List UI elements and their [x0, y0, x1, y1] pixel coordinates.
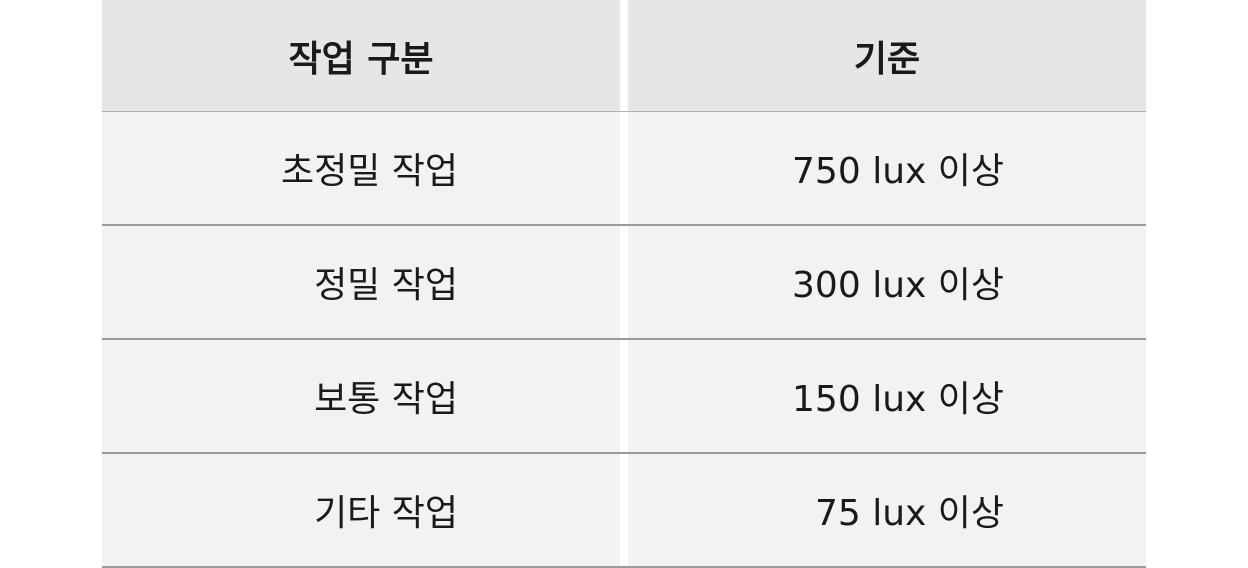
standard-cell: 75 lux 이상	[628, 454, 1146, 566]
standard-cell: 750 lux 이상	[628, 112, 1146, 224]
task-cell: 초정밀 작업	[102, 112, 620, 224]
table-row: 기타 작업 75 lux 이상	[102, 454, 1146, 568]
standard-cell: 150 lux 이상	[628, 340, 1146, 452]
table-row: 보통 작업 150 lux 이상	[102, 340, 1146, 454]
header-task-type: 작업 구분	[102, 0, 620, 111]
table-header-row: 작업 구분 기준	[102, 0, 1146, 112]
illuminance-standard-table: 작업 구분 기준 초정밀 작업 750 lux 이상 정밀 작업 300 lux…	[102, 0, 1146, 568]
table-row: 초정밀 작업 750 lux 이상	[102, 112, 1146, 226]
header-standard: 기준	[628, 0, 1146, 111]
task-cell: 기타 작업	[102, 454, 620, 566]
table-row: 정밀 작업 300 lux 이상	[102, 226, 1146, 340]
standard-cell: 300 lux 이상	[628, 226, 1146, 338]
task-cell: 보통 작업	[102, 340, 620, 452]
task-cell: 정밀 작업	[102, 226, 620, 338]
